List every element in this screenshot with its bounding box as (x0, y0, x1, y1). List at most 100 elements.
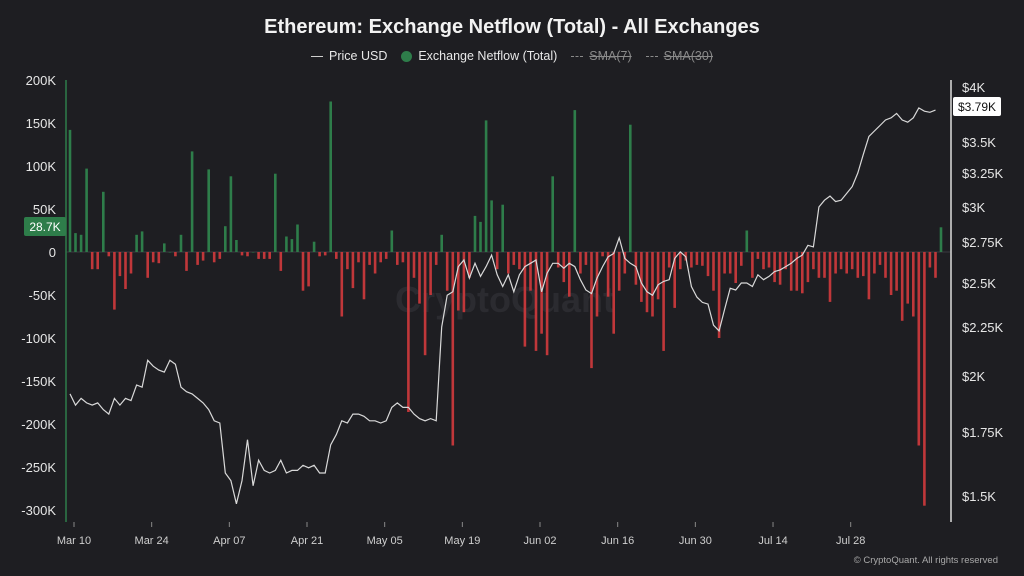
netflow-bar (484, 120, 488, 253)
netflow-bar (429, 252, 432, 295)
netflow-bars (68, 101, 943, 506)
netflow-bar (79, 234, 83, 252)
netflow-bar (107, 252, 111, 257)
netflow-bar (612, 252, 615, 334)
netflow-bar (601, 252, 604, 257)
netflow-bar (590, 252, 593, 369)
netflow-bar (495, 252, 499, 270)
netflow-bar (728, 252, 732, 274)
netflow-bar (468, 252, 471, 278)
netflow-bar (817, 252, 821, 278)
x-axis: Mar 10 Mar 24 Apr 07 Apr 21 May 05 May 19 Jun … (57, 522, 865, 547)
netflow-bar (934, 252, 937, 278)
netflow-bar (856, 252, 860, 278)
netflow-bar (568, 252, 571, 297)
netflow-bar (540, 252, 543, 334)
dashed-line-swatch-icon (571, 55, 584, 57)
legend-item-netflow[interactable]: Exchange Netflow (Total) (401, 49, 557, 63)
netflow-bar (690, 252, 693, 268)
netflow-bar (229, 176, 233, 252)
netflow-bar (545, 252, 549, 356)
netflow-bar (135, 234, 138, 252)
legend-item-sma30[interactable]: SMA(30) (645, 49, 713, 63)
y-tick-label-right: $3K (962, 200, 985, 215)
netflow-bar (90, 252, 94, 270)
netflow-bar (762, 252, 765, 270)
dashed-line-swatch-icon (645, 55, 658, 57)
netflow-bar (312, 241, 316, 252)
x-tick-label: Jun 16 (601, 535, 634, 547)
y-tick-label-left: -250K (21, 460, 56, 475)
netflow-bar (551, 176, 554, 252)
netflow-bar (407, 252, 410, 412)
netflow-bar (523, 252, 527, 347)
netflow-bar (207, 169, 210, 252)
netflow-bar (235, 240, 238, 252)
x-tick-label: Jun 30 (679, 535, 712, 547)
price-line (69, 107, 936, 504)
y-axis-left: 200K 150K 100K 50K 0 -50K -100K -150K -200K -250K… (21, 73, 56, 518)
netflow-bar (163, 243, 166, 252)
netflow-bar (423, 252, 427, 356)
netflow-bar (307, 252, 310, 287)
netflow-bar (801, 252, 804, 294)
netflow-bar (451, 252, 455, 446)
netflow-bar (684, 252, 688, 261)
netflow-bar (68, 129, 72, 252)
netflow-bar (340, 252, 344, 317)
netflow-bar (96, 252, 99, 270)
netflow-bar (457, 252, 460, 311)
netflow-bar (507, 252, 510, 274)
x-tick-label: May 19 (444, 535, 480, 547)
netflow-bar (584, 252, 588, 265)
y-tick-label-left: 50K (33, 202, 56, 217)
x-tick-label: Jul 28 (836, 535, 865, 547)
netflow-bar (656, 252, 660, 300)
legend-label-netflow: Exchange Netflow (Total) (418, 49, 558, 63)
chart-legend: Price USD Exchange Netflow (Total) SMA(7… (0, 49, 1024, 63)
y-tick-label-right: $2K (962, 369, 985, 384)
netflow-bar (351, 252, 355, 289)
netflow-bar (157, 252, 161, 264)
netflow-bar (151, 252, 155, 263)
netflow-bar (767, 252, 771, 268)
netflow-bar (701, 252, 704, 266)
netflow-bar (434, 252, 438, 265)
legend-item-price[interactable]: Price USD (311, 49, 387, 63)
netflow-bar (873, 252, 876, 274)
netflow-bar (512, 252, 516, 265)
netflow-bar (917, 252, 921, 446)
y-tick-label-right: $1.75K (962, 425, 1004, 440)
netflow-bar (789, 252, 793, 291)
netflow-bar (606, 252, 610, 297)
netflow-bar (290, 239, 294, 252)
netflow-bar (113, 252, 116, 310)
netflow-bar (102, 191, 105, 252)
netflow-bar (257, 252, 260, 259)
netflow-bar (279, 252, 283, 271)
y-tick-label-right: $2.5K (962, 276, 996, 291)
netflow-bar (390, 230, 394, 252)
legend-item-sma7[interactable]: SMA(7) (571, 49, 632, 63)
netflow-bar (828, 252, 832, 302)
netflow-bar (490, 200, 493, 252)
netflow-bar (501, 204, 504, 252)
netflow-bar (190, 151, 194, 252)
netflow-bar (850, 252, 854, 270)
netflow-bar (923, 252, 926, 506)
netflow-bar (928, 252, 932, 268)
netflow-bar (756, 252, 760, 259)
netflow-bar (740, 252, 743, 266)
netflow-bar (629, 124, 632, 252)
netflow-bar (201, 252, 205, 261)
netflow-bar (323, 252, 327, 256)
netflow-bar (285, 236, 288, 252)
netflow-bar (129, 252, 133, 274)
netflow-bar (717, 252, 721, 338)
y-tick-label-right: $4K (962, 80, 985, 95)
y-tick-label-left: -150K (21, 374, 56, 389)
x-tick-label: Jul 14 (758, 535, 787, 547)
netflow-bar (679, 252, 682, 270)
netflow-bar (418, 252, 421, 304)
netflow-bar (218, 252, 222, 259)
